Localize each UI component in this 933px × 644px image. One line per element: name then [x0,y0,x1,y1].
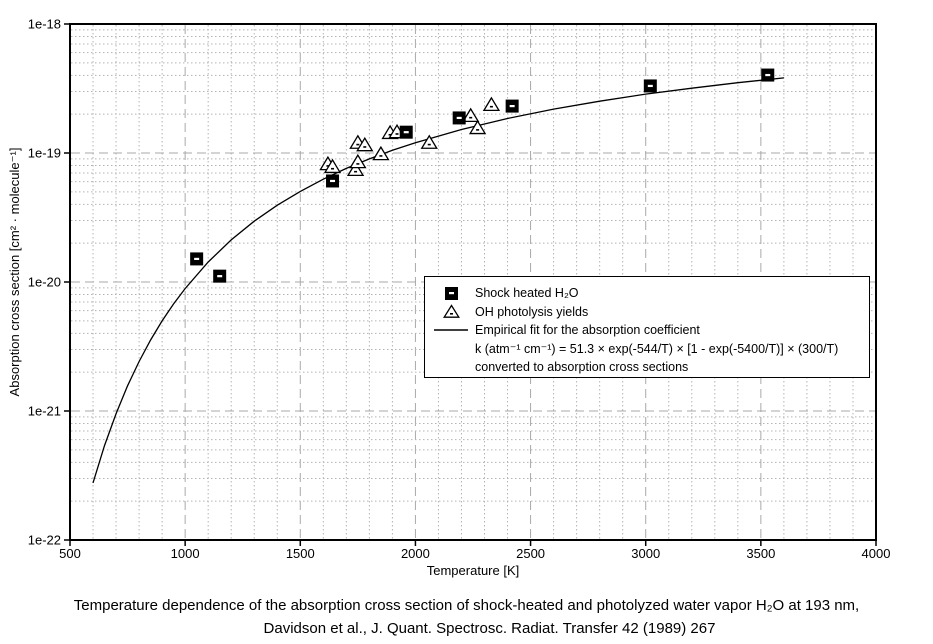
marker-center-dash [765,73,771,77]
marker-center-dot [331,167,335,170]
marker-center-dot [395,133,399,135]
open-triangle-marker-icon [431,304,471,319]
figure-caption-line2: Davidson et al., J. Quant. Spectrosc. Ra… [263,620,716,637]
x-tick-label: 3500 [746,546,775,561]
data-point-oh-photolysis [356,136,374,152]
tick-labels: 500 1000 1500 2000 2500 3000 3500 4000 1e-18 1e-1… [28,17,891,562]
marker-center-dot [356,143,360,146]
legend-item-fit-note: converted to absorption cross sections [431,358,865,377]
legend-label-fit-formula: k (atm⁻¹ cm⁻¹) = 51.3 × exp(-544/T) × [1… [475,342,839,357]
marker-center-dot [356,163,360,165]
legend-item-oh-photolysis: OH photolysis yields [431,303,865,322]
legend-box: Shock heated H₂O OH photolysis yields Em… [424,276,870,378]
fit-line-marker-icon [431,328,471,332]
y-axis-title: Absorption cross section [cm² · molecule… [7,147,22,397]
x-tick-label: 2500 [516,546,545,561]
data-point-oh-photolysis [462,107,480,123]
marker-center-dot [326,165,330,167]
x-tick-label: 2000 [401,546,430,561]
figure-caption-line1: Temperature dependence of the absorption… [73,597,860,614]
marker-center-dot [469,116,473,119]
data-point-oh-photolysis [468,119,487,135]
marker-center-dash [509,104,515,108]
data-point-oh-photolysis [420,134,438,149]
x-tick-label: 1000 [171,546,200,561]
data-point-oh-photolysis [349,153,367,169]
x-tick-label: 4000 [862,546,891,561]
legend-label-oh-photolysis: OH photolysis yields [475,304,589,319]
y-tick-label: 1e-18 [28,17,61,32]
x-tick-label: 3000 [631,546,660,561]
y-tick-label: 1e-22 [28,533,61,548]
series-shock-heated [190,68,775,283]
x-tick-label: 1500 [286,546,315,561]
fit-line-path [92,77,784,484]
legend-item-fit-formula: k (atm⁻¹ cm⁻¹) = 51.3 × exp(-544/T) × [1… [431,340,865,359]
data-point-oh-photolysis [346,161,365,177]
marker-center-dash [330,179,336,183]
marker-center-dash [217,275,223,278]
marker-center-dot [354,170,358,173]
legend-label-empirical-fit: Empirical fit for the absorption coeffic… [475,323,700,338]
fit-line [92,77,784,484]
filled-square-marker-icon [431,286,471,300]
series-oh-photolysis [319,96,501,177]
marker-center-dot [363,146,367,148]
x-tick-label: 500 [59,546,81,561]
legend-label-fit-note: converted to absorption cross sections [475,360,689,375]
marker-center-dash [403,131,409,134]
y-tick-label: 1e-19 [28,146,61,161]
y-tick-label: 1e-21 [28,404,61,419]
data-point-oh-photolysis [372,145,390,161]
marker-center-dot [427,143,431,146]
marker-center-dot [388,133,392,136]
marker-center-dot [379,155,383,157]
x-axis-title: Temperature [K] [426,563,520,578]
legend-item-empirical-fit: Empirical fit for the absorption coeffic… [431,321,865,340]
y-tick-label: 1e-20 [28,275,61,290]
data-point-oh-photolysis [323,158,342,174]
marker-center-dash [647,84,653,88]
legend-label-shock-heated: Shock heated H₂O [475,286,579,301]
marker-center-dot [489,105,493,108]
marker-center-dash [194,257,200,261]
marker-center-dash [456,116,462,120]
axis-ticks [64,23,877,546]
marker-center-dot [476,129,480,131]
data-point-oh-photolysis [482,96,501,112]
legend-item-shock-heated: Shock heated H₂O [431,284,865,303]
